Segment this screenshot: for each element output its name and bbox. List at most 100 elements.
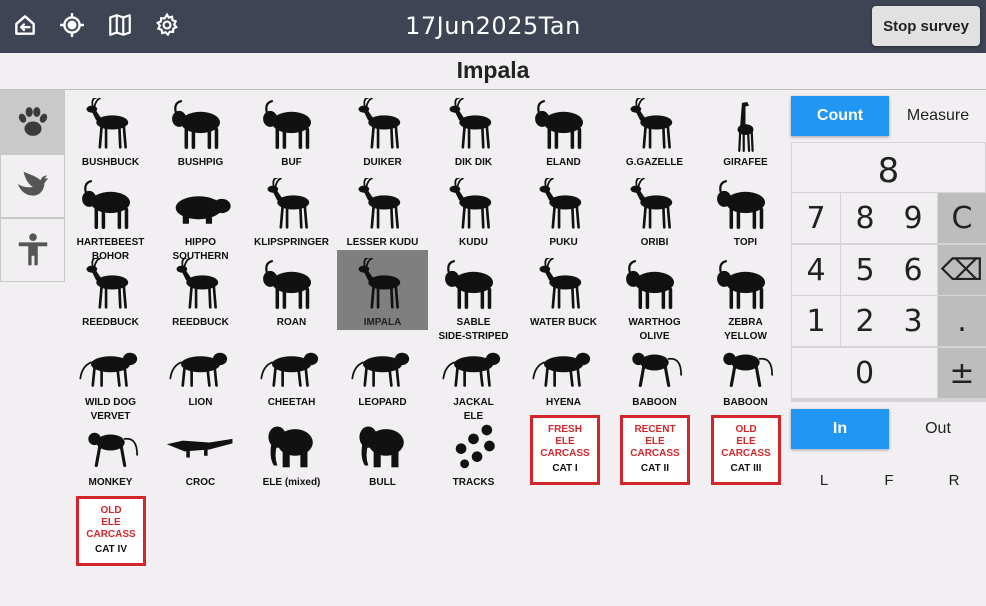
species-tile-sable[interactable]: SABLE [428,250,519,330]
species-tile-hyena[interactable]: HYENA [518,330,609,410]
reedbuck-icon [176,258,219,309]
side-front[interactable]: F [884,472,894,489]
species-tile-southern-reedbuck[interactable]: SOUTHERN REEDBUCK [155,250,246,330]
key-9[interactable]: 9 [889,193,937,243]
plus-minus-button[interactable]: ± [938,348,986,398]
species-tile-buf[interactable]: BUF [246,90,337,170]
puku-icon [539,178,582,229]
jackal-icon [442,352,501,387]
species-tile-lion[interactable]: LION [155,330,246,410]
ele-carcass-button-cat-i[interactable]: FRESH ELE CARCASS CAT I [530,415,600,485]
water-buck-icon [539,258,582,309]
species-tile-girafee[interactable]: GIRAFEE [700,90,791,170]
species-tile-croc[interactable]: CROC [155,410,246,490]
map-icon[interactable] [105,10,135,40]
ele-carcass-button-cat-iii[interactable]: OLD ELE CARCASS CAT III [711,415,781,485]
tab-mammals[interactable] [0,90,65,154]
count-display: 8 [792,143,985,192]
species-label: HIPPO [184,237,217,248]
side-right[interactable]: R [948,472,960,489]
crocodile-icon [166,438,233,458]
sable-icon [445,260,494,310]
species-qualifier: VERVET [90,411,131,422]
species-label: JACKAL [453,397,494,408]
species-tile-roan[interactable]: ROAN [246,250,337,330]
species-qualifier: YELLOW [724,331,767,342]
carcass-label: CARCASS [540,448,590,459]
species-tile-bushbuck[interactable]: BUSHBUCK [65,90,156,170]
settings-icon[interactable] [152,10,182,40]
measure-mode-button[interactable]: Measure [906,107,970,124]
hippo-icon [175,196,231,224]
clear-button[interactable]: C [938,193,986,243]
ele-carcass-button-cat-iv[interactable]: OLD ELE CARCASS CAT IV [76,496,146,566]
species-tile-kudu[interactable]: KUDU [428,170,519,250]
species-tile-hippo[interactable]: HIPPO [155,170,246,250]
buf-icon [263,100,312,150]
species-label: BUSHBUCK [81,157,140,168]
key-2[interactable]: 2 [841,296,889,346]
exit-icon[interactable] [10,10,40,40]
key-0[interactable]: 0 [792,348,937,398]
species-tile-g-gazelle[interactable]: G.GAZELLE [609,90,700,170]
species-tile-bohor-reedbuck[interactable]: BOHOR REEDBUCK [65,250,156,330]
stop-survey-button[interactable]: Stop survey [872,6,980,46]
count-mode-button[interactable]: Count [791,96,889,136]
species-tile-duiker[interactable]: DUIKER [337,90,428,170]
species-qualifier: OLIVE [639,331,670,342]
tab-birds[interactable] [0,154,65,218]
species-tile-oribi[interactable]: ORIBI [609,170,700,250]
survey-name: 17Jun2025Tan [405,12,581,40]
out-button[interactable]: Out [925,420,951,437]
species-label: BUF [281,157,302,168]
bird-icon [17,171,48,196]
species-tile-lesser-kudu[interactable]: LESSER KUDU [337,170,428,250]
tab-human-activity[interactable] [0,218,65,282]
key-6[interactable]: 6 [889,245,937,295]
carcass-label: OLD [735,424,757,435]
species-label: ELE (mixed) [262,477,321,488]
species-tile-klipspringer[interactable]: KLIPSPRINGER [246,170,337,250]
species-tile-wild-dog[interactable]: WILD DOG [65,330,156,410]
species-tile-side-striped-jackal[interactable]: SIDE-STRIPED JACKAL [428,330,519,410]
species-tile-ele-mixed[interactable]: ELE (mixed) [246,410,337,490]
species-label: BUSHPIG [177,157,224,168]
kudu-icon [449,178,492,229]
species-tile-vervet-monkey[interactable]: VERVET MONKEY [65,410,156,490]
side-left[interactable]: L [819,472,829,489]
key-8[interactable]: 8 [841,193,889,243]
in-button[interactable]: In [791,409,889,449]
hartebeest-icon [82,180,131,230]
key-4[interactable]: 4 [792,245,840,295]
species-label: WILD DOG [84,397,137,408]
species-label: WARTHOG [628,317,681,328]
species-tile-puku[interactable]: PUKU [518,170,609,250]
species-tile-olive-baboon[interactable]: OLIVE BABOON [609,330,700,410]
species-tile-yellow-baboon[interactable]: YELLOW BABOON [700,330,791,410]
key-1[interactable]: 1 [792,296,840,346]
species-label: KUDU [459,237,488,248]
species-tile-dik-dik[interactable]: DIK DIK [428,90,519,170]
species-label: IMPALA [363,317,402,328]
species-label: DUIKER [363,157,402,168]
decimal-button[interactable]: . [938,296,986,346]
species-tile-cheetah[interactable]: CHEETAH [246,330,337,410]
species-tile-warthog[interactable]: WARTHOG [609,250,700,330]
species-tile-ele-tracks[interactable]: ELE TRACKS [428,410,519,490]
species-tile-leopard[interactable]: LEOPARD [337,330,428,410]
key-5[interactable]: 5 [841,245,889,295]
species-tile-zebra[interactable]: ZEBRA [700,250,791,330]
species-tile-impala[interactable]: IMPALA [337,250,428,330]
species-tile-water-buck[interactable]: WATER BUCK [518,250,609,330]
species-tile-bushpig[interactable]: BUSHPIG [155,90,246,170]
species-tile-bull[interactable]: BULL [337,410,428,490]
species-tile-topi[interactable]: TOPI [700,170,791,250]
species-tile-eland[interactable]: ELAND [518,90,609,170]
gps-target-icon[interactable] [57,10,87,40]
key-3[interactable]: 3 [889,296,937,346]
ele-carcass-button-cat-ii[interactable]: RECENT ELE CARCASS CAT II [620,415,690,485]
backspace-icon[interactable]: ⌫ [938,245,986,295]
species-tile-hartebeest[interactable]: HARTEBEEST [65,170,156,250]
key-7[interactable]: 7 [792,193,840,243]
carcass-label: OLD [100,505,122,516]
